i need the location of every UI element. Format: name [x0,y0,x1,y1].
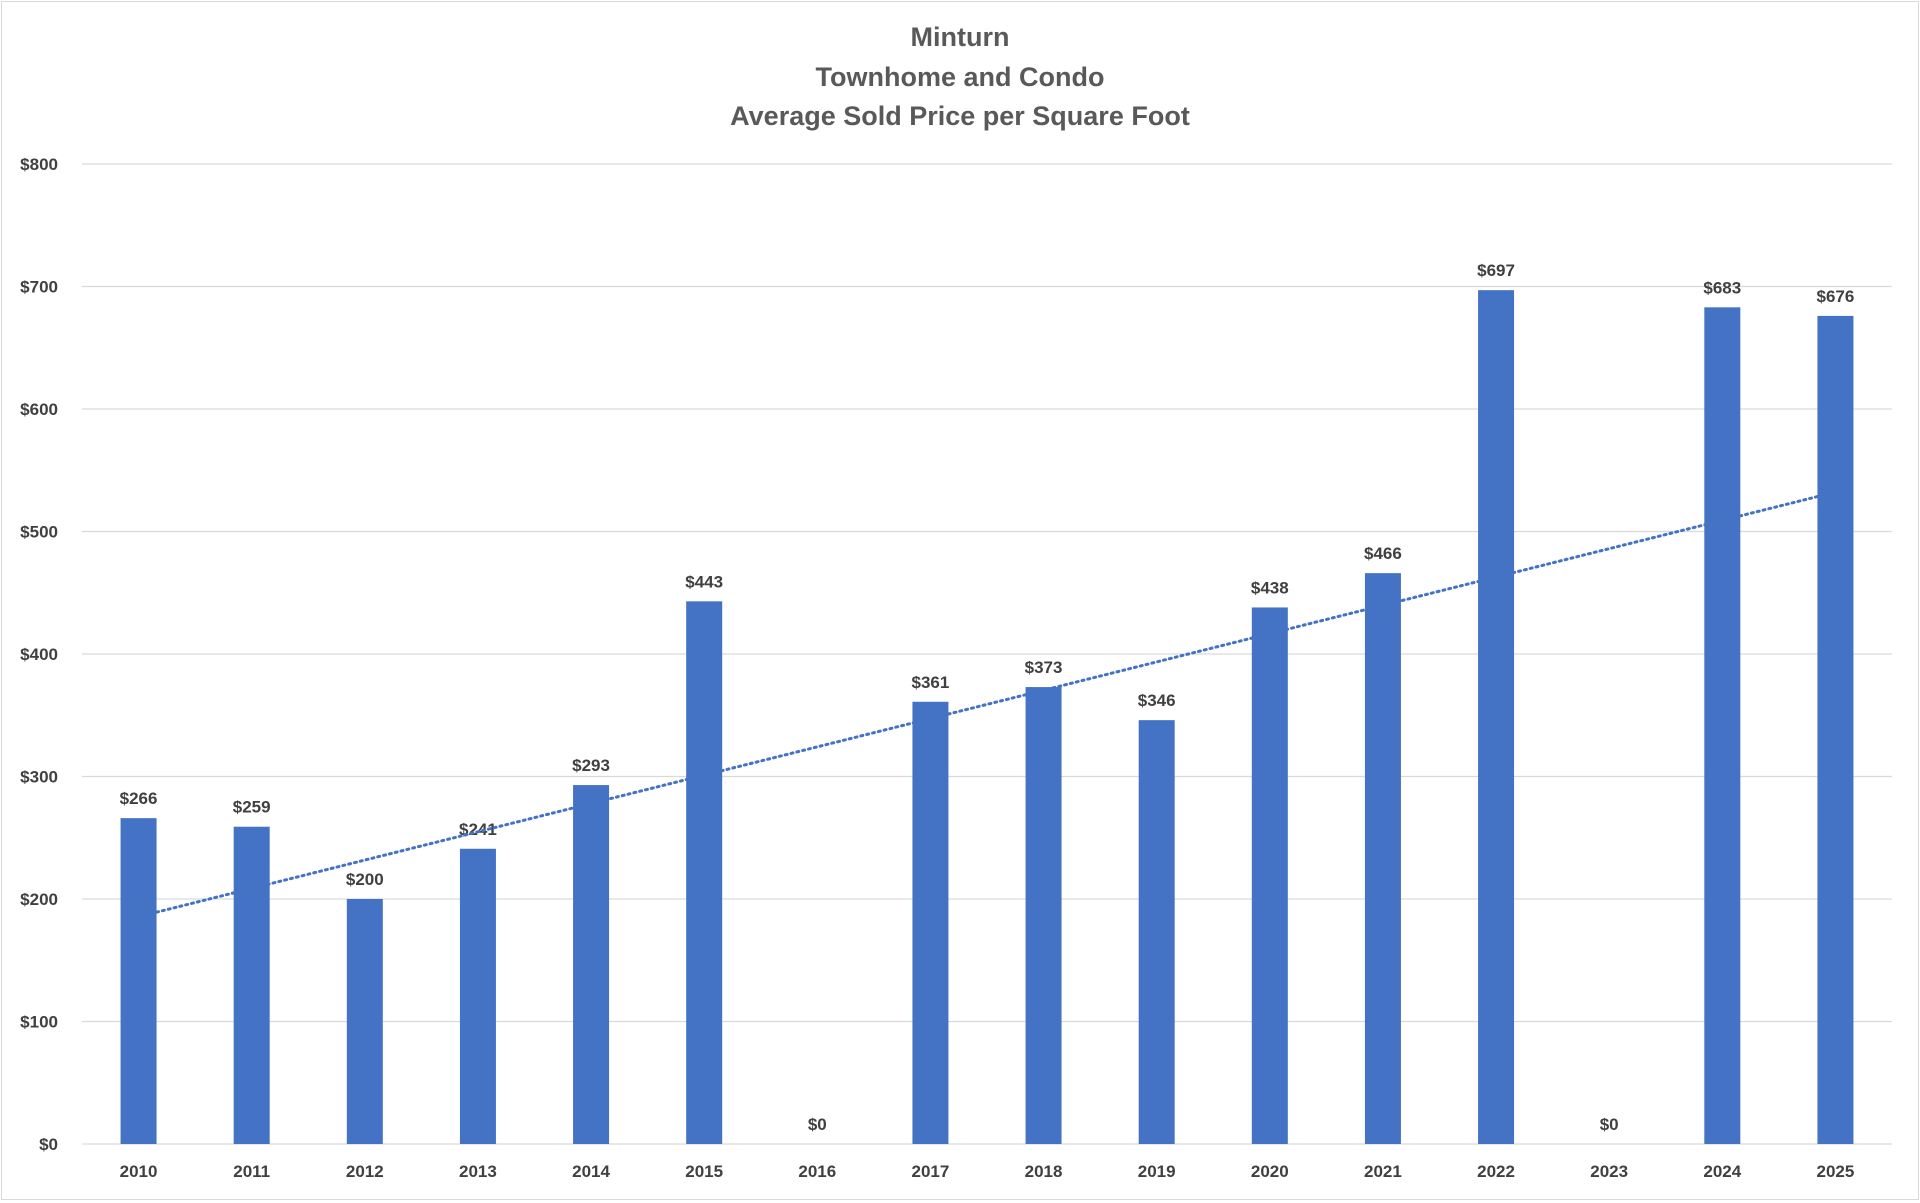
y-tick-label: $600 [20,400,58,419]
data-label: $266 [120,789,158,808]
data-label: $676 [1817,287,1855,306]
chart-title-line-2: Townhome and Condo [815,62,1105,92]
x-tick-label: 2020 [1251,1162,1289,1181]
bar [1817,315,1854,1144]
bar [1704,307,1741,1144]
data-label: $466 [1364,544,1402,563]
bar [1478,290,1515,1144]
x-tick-label: 2017 [912,1162,950,1181]
data-label: $241 [459,820,497,839]
x-tick-label: 2023 [1590,1162,1628,1181]
data-label: $697 [1477,261,1515,280]
bar [233,826,270,1144]
y-tick-label: $300 [20,768,58,787]
bar [1251,607,1288,1144]
bar [1025,687,1062,1144]
data-label: $0 [1600,1115,1619,1134]
data-label: $443 [685,572,723,591]
data-label: $293 [572,756,610,775]
y-tick-label: $700 [20,278,58,297]
x-tick-label: 2024 [1703,1162,1741,1181]
chart-title-line-1: Minturn [910,22,1010,52]
data-label: $373 [1025,658,1063,677]
y-tick-label: $400 [20,645,58,664]
trendline [155,495,1819,914]
bar [120,818,157,1144]
x-tick-label: 2016 [798,1162,836,1181]
x-tick-label: 2021 [1364,1162,1402,1181]
bar [686,601,723,1144]
y-tick-label: $0 [39,1135,58,1154]
data-label: $361 [912,673,950,692]
bar [573,785,610,1144]
data-label: $346 [1138,691,1176,710]
y-tick-label: $100 [20,1013,58,1032]
bar [1364,573,1401,1144]
x-tick-label: 2025 [1817,1162,1855,1181]
x-tick-label: 2013 [459,1162,497,1181]
y-tick-label: $800 [20,155,58,174]
x-tick-label: 2015 [685,1162,723,1181]
x-tick-label: 2012 [346,1162,384,1181]
data-label: $438 [1251,578,1289,597]
data-label: $683 [1703,278,1741,297]
y-tick-label: $500 [20,523,58,542]
bar [1138,720,1175,1144]
x-tick-label: 2014 [572,1162,610,1181]
chart-title-line-3: Average Sold Price per Square Foot [730,101,1190,131]
x-tick-label: 2010 [120,1162,158,1181]
data-label: $200 [346,870,384,889]
y-tick-label: $200 [20,890,58,909]
x-tick-label: 2018 [1025,1162,1063,1181]
data-label: $0 [808,1115,827,1134]
bar [912,701,949,1144]
x-tick-label: 2019 [1138,1162,1176,1181]
x-tick-label: 2022 [1477,1162,1515,1181]
bar [459,848,496,1144]
x-tick-label: 2011 [233,1162,270,1181]
bar [346,899,383,1144]
data-label: $259 [233,798,271,817]
